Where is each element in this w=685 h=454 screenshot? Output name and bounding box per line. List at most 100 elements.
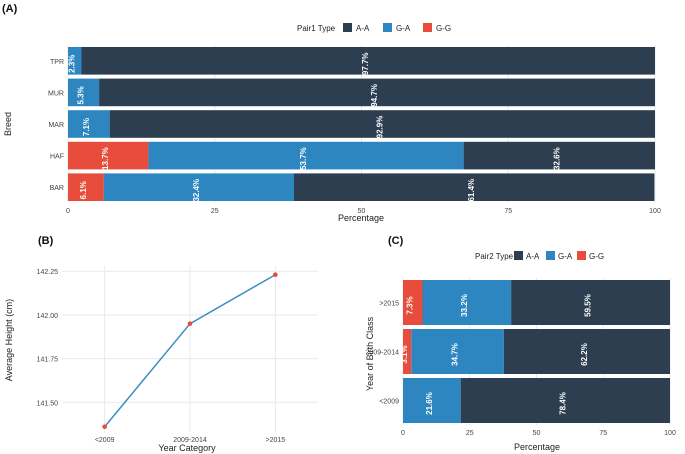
x-tick-label: 0 (66, 208, 70, 215)
bar-value-label: 94.7% (370, 84, 379, 107)
bar-value-label: 32.6% (552, 147, 561, 170)
y-tick-label: MUR (48, 90, 64, 97)
bar-segment (81, 47, 656, 75)
y-tick-label: BAR (50, 185, 64, 192)
legend-c-label-gg: G-G (589, 252, 604, 261)
panel-c: (C) Pair2 Type A-A G-A G-G 7.3% 33.2% 59.5… (365, 235, 676, 452)
panel-a-y-ticks: TPR MUR MAR HAF BAR (48, 59, 64, 192)
y-tick-label: <2009 (379, 399, 399, 406)
panel-b-x-ticks: <2009 2009-2014 >2015 (95, 437, 285, 444)
bar-value-label: 7.1% (82, 118, 91, 136)
panel-c-legend: Pair2 Type A-A G-A G-G (475, 251, 604, 261)
x-tick-label: 75 (599, 430, 607, 437)
panel-b-y-ticks: 141.50 141.75 142.00 142.25 (37, 269, 59, 407)
bar-value-label: 97.7% (361, 52, 370, 75)
bar-value-label: 13.7% (101, 147, 110, 170)
bar-segment (503, 329, 670, 374)
bar-value-label: 21.6% (425, 392, 434, 415)
legend-a-swatch-aa (343, 23, 352, 32)
bar-value-label: 32.4% (192, 179, 201, 202)
bar-segment (68, 110, 110, 138)
legend-a-label-aa: A-A (356, 24, 370, 33)
bar-segment (148, 141, 464, 170)
x-tick-label: 0 (401, 430, 405, 437)
bar-segment (109, 110, 655, 138)
x-tick-label: 25 (466, 430, 474, 437)
bar-segment (68, 78, 100, 107)
bar-segment (463, 141, 655, 170)
y-tick-label: 142.00 (37, 313, 59, 320)
panel-a: (A) Pair1 Type A-A G-A G-G 2.3% 97.7% 5.3%… (2, 3, 661, 223)
panel-a-y-title: Breed (3, 112, 13, 136)
x-tick-label: <2009 (95, 437, 115, 444)
legend-c-title: Pair2 Type (475, 252, 514, 261)
bar-segment (103, 173, 294, 201)
y-tick-label: 141.50 (37, 400, 59, 407)
y-tick-label: HAF (50, 154, 64, 161)
bar-value-label: 7.3% (406, 296, 415, 314)
bar-segment (403, 329, 412, 374)
panel-b-series (102, 272, 278, 430)
legend-a-title: Pair1 Type (297, 24, 336, 33)
y-tick-label: 142.25 (37, 269, 59, 276)
panel-c-x-ticks: 0 25 50 75 100 (401, 430, 676, 437)
bar-value-label: 5.3% (77, 86, 86, 104)
panel-b: (B) 141.50 141.75 142.00 142.25 <2009 2009-2… (4, 235, 318, 453)
y-tick-label: TPR (50, 59, 64, 66)
x-tick-label: 50 (358, 208, 366, 215)
data-point (102, 424, 107, 430)
legend-a-swatch-ga (383, 23, 392, 32)
bar-segment (68, 47, 82, 75)
panel-a-legend: Pair1 Type A-A G-A G-G (297, 23, 451, 33)
bar-value-label: 33.2% (460, 294, 469, 317)
legend-c-label-ga: G-A (558, 252, 573, 261)
bar-value-label: 59.5% (584, 294, 593, 317)
bar-value-label: 2.3% (68, 55, 77, 73)
bar-value-label: 34.7% (451, 343, 460, 366)
bar-value-label: 62.2% (580, 343, 589, 366)
panel-c-bars: 7.3% 33.2% 59.5% 3.1% 34.7% 62.2% 21.6% 78.4% (400, 280, 670, 423)
bar-segment (293, 173, 655, 201)
x-tick-label: 100 (664, 430, 676, 437)
data-point (273, 272, 278, 278)
legend-a-swatch-gg (423, 23, 432, 32)
x-tick-label: >2015 (265, 437, 285, 444)
legend-a-label-gg: G-G (436, 24, 451, 33)
legend-c-swatch-gg (577, 251, 586, 260)
bar-segment (403, 378, 461, 423)
x-tick-label: 100 (649, 208, 661, 215)
x-tick-label: 50 (533, 430, 541, 437)
x-tick-label: 2009-2014 (173, 437, 207, 444)
data-point (187, 321, 193, 326)
bar-value-label: 61.4% (467, 179, 476, 202)
panel-c-y-title: Year of Birth Class (365, 316, 375, 391)
bar-value-label: 3.1% (400, 345, 409, 363)
panel-a-x-ticks: 0 25 50 75 100 (66, 208, 661, 215)
bar-segment (68, 173, 104, 201)
panel-c-x-title: Percentage (514, 442, 560, 452)
panel-b-y-title: Average Height (cm) (4, 299, 14, 381)
bar-segment (422, 280, 512, 325)
y-tick-label: MAR (48, 122, 64, 129)
legend-c-swatch-aa (514, 251, 523, 260)
bar-segment (403, 280, 423, 325)
bar-value-label: 92.9% (375, 116, 384, 139)
bar-value-label: 6.1% (79, 181, 88, 199)
y-tick-label: 141.75 (37, 357, 59, 364)
panel-a-x-title: Percentage (338, 213, 384, 223)
bar-segment (99, 78, 655, 107)
panel-a-bars: 2.3% 97.7% 5.3% 94.7% 7.1% 92.9% 13.7% 53.7% 32.… (68, 47, 656, 202)
y-tick-label: 2009-2014 (366, 350, 400, 357)
x-tick-label: 25 (211, 208, 219, 215)
panel-a-label: (A) (2, 3, 18, 15)
bar-segment (411, 329, 504, 374)
legend-c-swatch-ga (546, 251, 555, 260)
legend-a-label-ga: G-A (396, 24, 411, 33)
panel-c-y-ticks: >2015 2009-2014 <2009 (366, 301, 400, 406)
legend-c-label-aa: A-A (526, 252, 540, 261)
panel-b-grid (62, 266, 318, 432)
bar-value-label: 78.4% (558, 392, 567, 415)
bar-segment (511, 280, 670, 325)
bar-segment (460, 378, 670, 423)
